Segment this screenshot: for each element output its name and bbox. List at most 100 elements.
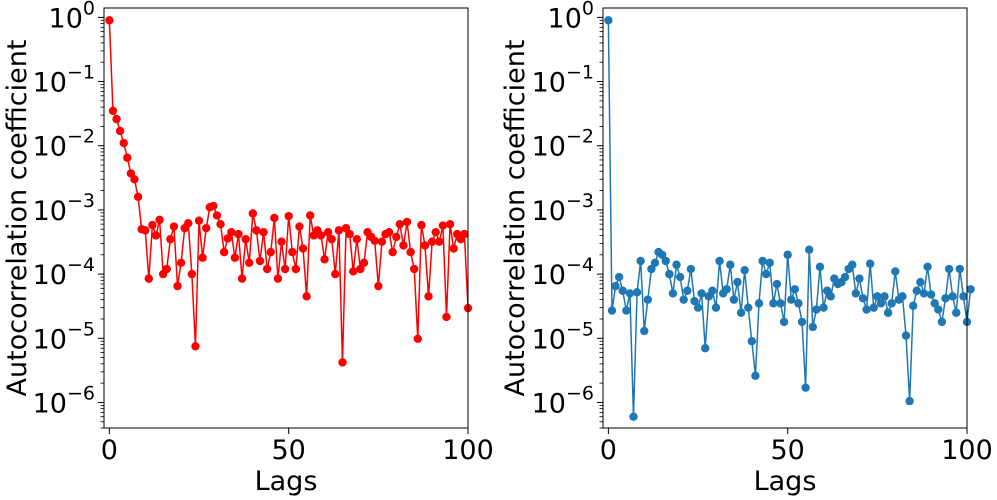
- data-point: [797, 317, 807, 327]
- y-tick-exponent: 0: [582, 0, 594, 19]
- data-point: [937, 317, 947, 327]
- data-point: [668, 289, 678, 298]
- y-tick-exponent: −3: [566, 190, 594, 212]
- y-tick-base: 10: [532, 388, 566, 419]
- data-point: [435, 237, 444, 246]
- data-point: [209, 201, 218, 211]
- y-tick-exponent: −6: [67, 382, 95, 404]
- data-point: [697, 289, 706, 298]
- y-tick-exponent: −5: [67, 318, 95, 340]
- data-point: [420, 241, 430, 250]
- data-point: [919, 289, 929, 298]
- data-point: [783, 250, 792, 259]
- data-point: [952, 308, 961, 317]
- data-point: [794, 299, 803, 308]
- data-point: [284, 211, 293, 221]
- y-tick-label: 10−5: [33, 318, 95, 355]
- data-point: [891, 267, 900, 276]
- y-tick-exponent: −2: [566, 126, 594, 148]
- data-point: [640, 326, 649, 336]
- data-point: [356, 264, 365, 274]
- y-tick-exponent: 0: [83, 0, 95, 19]
- data-point: [320, 255, 329, 264]
- data-point: [826, 292, 835, 301]
- data-point: [912, 286, 921, 295]
- data-point: [926, 290, 936, 299]
- data-point: [374, 281, 383, 291]
- data-point: [858, 294, 868, 303]
- y-tick-label: 10−3: [33, 190, 95, 227]
- data-point: [323, 227, 333, 237]
- data-point: [270, 213, 279, 223]
- y-tick-base: 10: [532, 196, 566, 227]
- data-point: [234, 229, 243, 239]
- y-tick-label: 10−5: [532, 318, 594, 355]
- x-axis-label: Lags: [754, 466, 817, 497]
- data-point: [445, 219, 455, 229]
- data-point: [898, 292, 907, 301]
- y-tick-label: 100: [49, 0, 95, 34]
- data-point: [424, 292, 433, 301]
- data-point: [769, 299, 778, 308]
- data-point: [173, 281, 182, 291]
- data-point: [661, 256, 670, 266]
- data-point: [327, 234, 336, 244]
- data-point: [765, 258, 774, 267]
- y-tick-base: 10: [33, 324, 67, 355]
- data-point: [711, 303, 721, 312]
- y-tick-label: 10−4: [33, 254, 95, 291]
- data-point: [252, 226, 261, 235]
- data-point: [647, 264, 656, 274]
- data-point: [119, 138, 128, 148]
- data-point: [761, 269, 771, 279]
- data-point: [790, 285, 800, 294]
- y-tick-label: 10−6: [532, 382, 594, 419]
- data-point: [876, 299, 886, 308]
- y-axis-label: Autocorrelation coefficient: [2, 40, 33, 397]
- data-point: [212, 211, 222, 220]
- data-point: [632, 288, 642, 297]
- y-tick-label: 10−2: [33, 126, 95, 163]
- data-point: [410, 264, 419, 274]
- series-line: [607, 20, 972, 417]
- data-point: [614, 272, 624, 282]
- data-point: [162, 264, 171, 274]
- y-tick-base: 10: [33, 68, 67, 99]
- data-point: [273, 274, 283, 283]
- y-tick-exponent: −4: [67, 254, 95, 276]
- data-point: [115, 126, 125, 136]
- data-point: [402, 217, 412, 227]
- data-point: [442, 312, 451, 322]
- y-tick-base: 10: [33, 196, 67, 227]
- data-point: [123, 153, 132, 162]
- data-point: [399, 241, 408, 250]
- y-tick-exponent: −5: [566, 318, 594, 340]
- y-tick-base: 10: [532, 260, 566, 291]
- x-tick-label: 0: [101, 435, 118, 466]
- y-tick-exponent: −3: [67, 190, 95, 212]
- data-point: [607, 306, 617, 315]
- y-tick-exponent: −6: [566, 382, 594, 404]
- data-point: [955, 264, 965, 274]
- data-point: [772, 279, 782, 289]
- data-point: [726, 260, 735, 269]
- data-point: [758, 256, 767, 266]
- x-tick-label: 0: [600, 435, 617, 466]
- data-point: [169, 222, 179, 231]
- x-axis-label: Lags: [255, 466, 318, 497]
- data-point: [657, 250, 667, 259]
- data-point: [370, 236, 379, 246]
- y-tick-label: 10−6: [33, 382, 95, 419]
- data-point: [629, 412, 638, 421]
- data-point: [930, 299, 939, 308]
- data-point: [650, 258, 660, 267]
- data-point: [359, 258, 369, 267]
- data-point: [166, 234, 175, 244]
- data-point: [230, 253, 240, 262]
- data-point: [693, 303, 703, 312]
- data-point: [105, 16, 114, 25]
- data-point: [191, 342, 200, 351]
- data-point: [787, 295, 796, 304]
- y-tick-exponent: −1: [566, 62, 594, 84]
